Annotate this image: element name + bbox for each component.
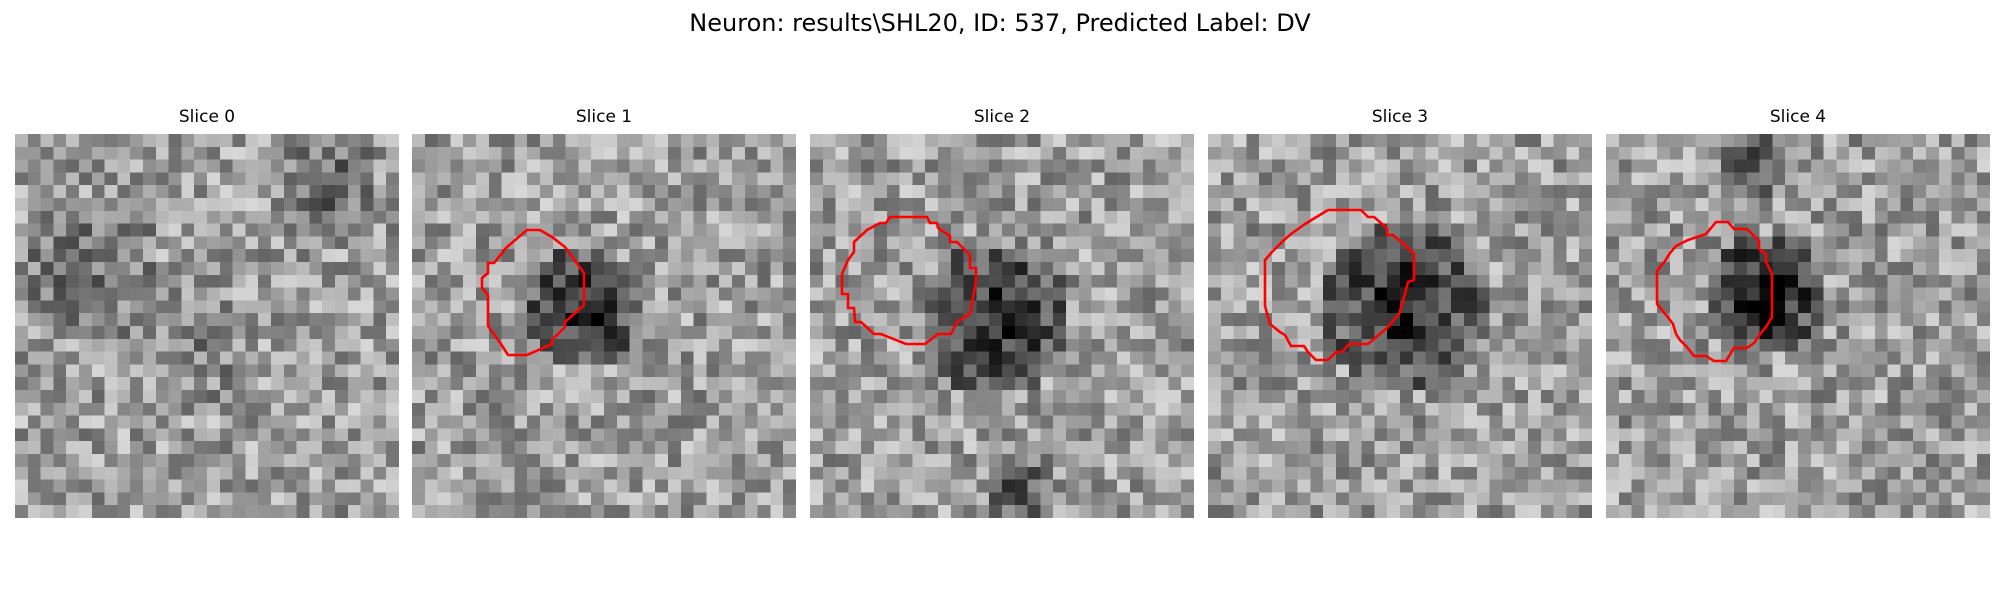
slice-title: Slice 3 — [1371, 107, 1429, 127]
slice-pixels — [810, 134, 1194, 518]
slice-pixels — [1606, 134, 1990, 518]
slice-image — [15, 134, 399, 518]
slice-title: Slice 0 — [178, 107, 236, 127]
figure-title: Neuron: results\SHL20, ID: 537, Predicte… — [689, 9, 1311, 37]
slice-title: Slice 2 — [973, 107, 1031, 127]
slice-image — [1208, 134, 1592, 518]
slice-title: Slice 4 — [1769, 107, 1827, 127]
roi-contour — [840, 215, 978, 346]
slice-pixels — [412, 134, 796, 518]
slice-image — [412, 134, 796, 518]
slice-image — [1606, 134, 1990, 518]
roi-contour — [480, 228, 586, 357]
slice-title: Slice 1 — [575, 107, 633, 127]
roi-contour — [1655, 220, 1774, 363]
slice-pixels — [15, 134, 399, 518]
slice-image — [810, 134, 1194, 518]
roi-contour — [1263, 208, 1416, 362]
